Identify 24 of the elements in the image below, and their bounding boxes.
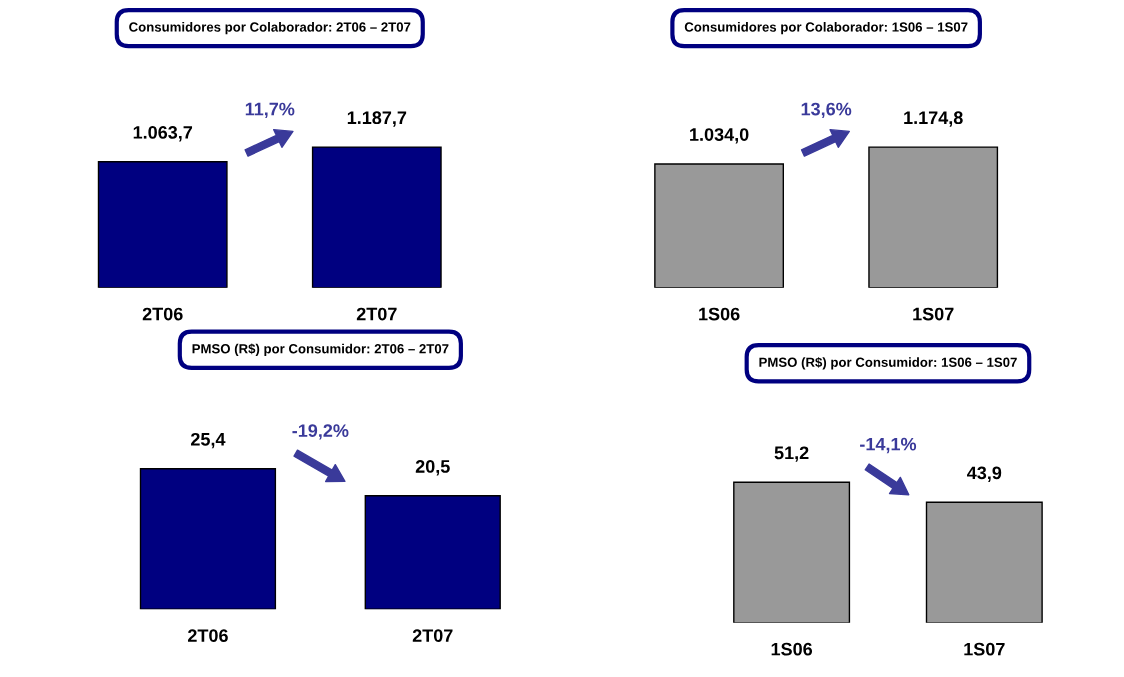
x-tick-label: 2T06 xyxy=(187,629,228,643)
text: 11,7% xyxy=(245,102,295,119)
data-label: 1.174,8 xyxy=(904,111,963,127)
text: -19,2% xyxy=(292,424,349,440)
x-tick-label: 1S07 xyxy=(964,642,1005,656)
text: -14,1% xyxy=(860,437,917,454)
x-tick-label: 1S06 xyxy=(771,642,813,656)
chart-title: PMSO (R$) por Consumidor: 1S06 – 1S07 xyxy=(759,357,1017,370)
data-label: 43,9 xyxy=(967,466,1002,482)
x-tick-label: 2T06 xyxy=(142,307,183,321)
x-tick-label: 2T07 xyxy=(356,307,397,321)
chart-title: Consumidores por Colaborador: 1S06 – 1S07 xyxy=(684,22,968,35)
chart-title: PMSO (R$) por Consumidor: 2T06 – 2T07 xyxy=(192,343,449,356)
data-label: 1.034,0 xyxy=(690,128,749,144)
chart-title: Consumidores por Colaborador: 2T06 – 2T07 xyxy=(129,22,411,35)
text: 13,6% xyxy=(801,102,852,119)
data-label: 1.187,7 xyxy=(347,111,407,127)
data-label: 20,5 xyxy=(415,460,450,476)
data-label: 25,4 xyxy=(191,432,226,449)
x-tick-label: 1S07 xyxy=(913,307,954,321)
x-tick-label: 1S06 xyxy=(699,307,740,321)
data-label: 51,2 xyxy=(774,446,809,462)
data-label: 1.063,7 xyxy=(133,126,193,142)
x-tick-label: 2T07 xyxy=(412,629,453,643)
